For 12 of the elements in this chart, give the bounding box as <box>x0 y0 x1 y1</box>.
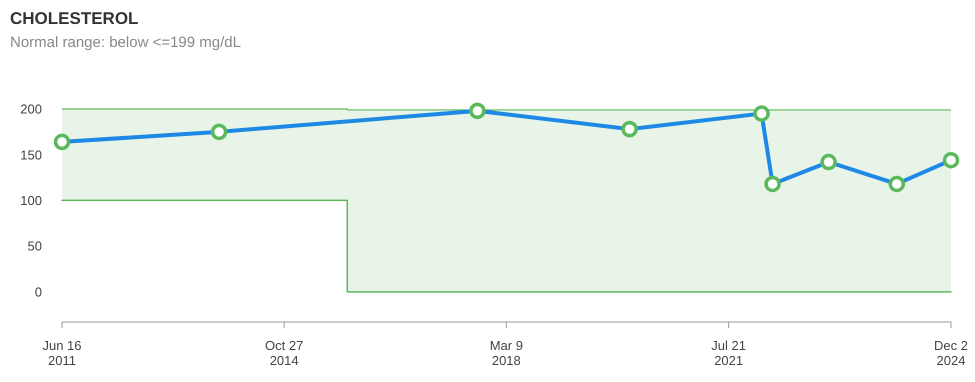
x-tick-label: Mar 9 2018 <box>490 338 523 368</box>
y-tick-label: 150 <box>20 147 42 162</box>
x-tick-label: Dec 2 2024 <box>934 338 968 368</box>
x-tick-label: Jul 21 2021 <box>711 338 746 368</box>
x-tick-label: Jun 16 2011 <box>42 338 82 368</box>
y-tick-label: 100 <box>20 192 42 208</box>
y-tick-label: 200 <box>20 102 42 117</box>
x-tick-label: Oct 27 2014 <box>265 338 304 368</box>
chart-subtitle: Normal range: below <=199 mg/dL <box>10 34 241 51</box>
chart-title: CHOLESTEROL <box>10 9 138 28</box>
y-tick-label: 50 <box>28 238 42 254</box>
y-tick-label: 0 <box>34 284 42 300</box>
